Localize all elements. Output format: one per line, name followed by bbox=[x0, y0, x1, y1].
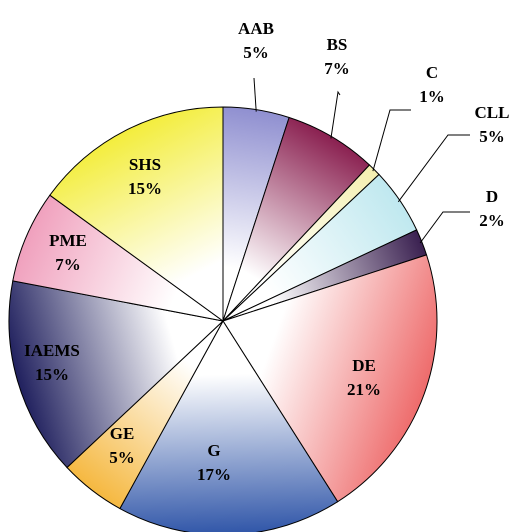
leader-line-bs bbox=[330, 90, 341, 139]
slice-category-label: SHS bbox=[129, 155, 161, 174]
pie-slice-de bbox=[222, 254, 438, 503]
leader-line-cll bbox=[397, 134, 470, 203]
slice-category-label: D bbox=[486, 187, 498, 206]
pie-slice-shs bbox=[49, 106, 224, 322]
slice-percent-label: 5% bbox=[109, 448, 135, 467]
slice-category-label: G bbox=[207, 441, 220, 460]
slice-category-label: DE bbox=[352, 356, 376, 375]
slice-percent-label: 15% bbox=[128, 179, 162, 198]
pie-slice-iaems bbox=[8, 280, 225, 469]
slice-percent-label: 7% bbox=[324, 59, 350, 78]
slice-percent-label: 5% bbox=[243, 43, 269, 62]
slice-percent-label: 17% bbox=[197, 465, 231, 484]
slice-percent-label: 1% bbox=[419, 87, 445, 106]
slice-category-label: BS bbox=[327, 35, 348, 54]
slice-percent-label: 15% bbox=[35, 365, 69, 384]
leader-line-d bbox=[419, 211, 470, 244]
slice-category-label: PME bbox=[49, 231, 87, 250]
leader-line-c bbox=[372, 109, 411, 172]
slice-category-label: IAEMS bbox=[24, 341, 80, 360]
slice-category-label: GE bbox=[110, 424, 135, 443]
slice-percent-label: 21% bbox=[347, 380, 381, 399]
slice-percent-label: 5% bbox=[479, 127, 505, 146]
slice-category-label: AAB bbox=[238, 19, 274, 38]
leader-line-aab bbox=[253, 77, 257, 112]
slice-category-label: CLL bbox=[475, 103, 510, 122]
slice-category-label: C bbox=[426, 63, 438, 82]
slice-percent-label: 7% bbox=[55, 255, 81, 274]
slice-percent-label: 2% bbox=[479, 211, 505, 230]
pie-slice-g bbox=[119, 320, 339, 532]
